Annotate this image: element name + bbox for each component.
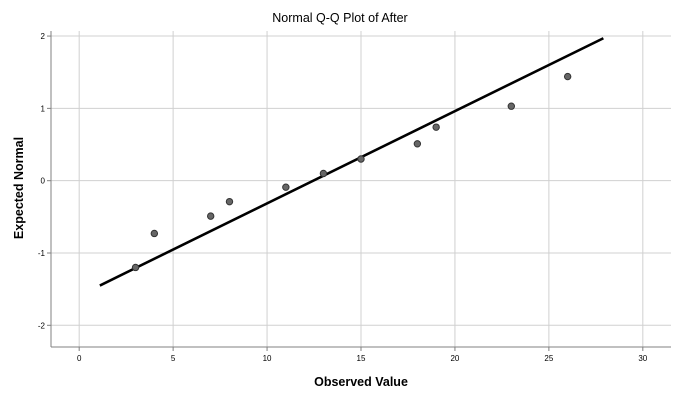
data-points <box>131 72 572 272</box>
x-tick-label: 20 <box>450 354 459 363</box>
reference-line <box>99 37 604 287</box>
data-point <box>563 72 572 81</box>
grid-lines <box>51 31 671 347</box>
data-point <box>150 229 159 238</box>
x-tick-label: 0 <box>77 354 82 363</box>
y-tick-label: 0 <box>41 177 46 186</box>
reference-line-group <box>99 37 604 287</box>
y-tick-label: 1 <box>41 104 46 113</box>
data-point <box>319 169 328 178</box>
y-tick-label: -1 <box>38 249 46 258</box>
x-tick-label: 10 <box>263 354 272 363</box>
data-point <box>131 263 140 272</box>
data-point <box>432 123 440 131</box>
axes <box>47 31 671 351</box>
y-axis-label: Expected Normal <box>12 137 26 239</box>
x-tick-label: 5 <box>171 354 176 363</box>
x-tick-label: 15 <box>357 354 366 363</box>
data-point <box>413 140 422 148</box>
x-axis-label: Observed Value <box>314 375 408 389</box>
x-tick-label: 25 <box>544 354 553 363</box>
data-point <box>225 197 234 206</box>
data-point <box>507 102 516 110</box>
x-tick-label: 30 <box>638 354 647 363</box>
y-tick-label: -2 <box>38 321 46 330</box>
data-point <box>206 212 215 220</box>
data-point <box>282 183 290 191</box>
y-tick-label: 2 <box>41 32 46 41</box>
data-point <box>357 155 365 163</box>
chart-title: Normal Q-Q Plot of After <box>272 11 407 25</box>
